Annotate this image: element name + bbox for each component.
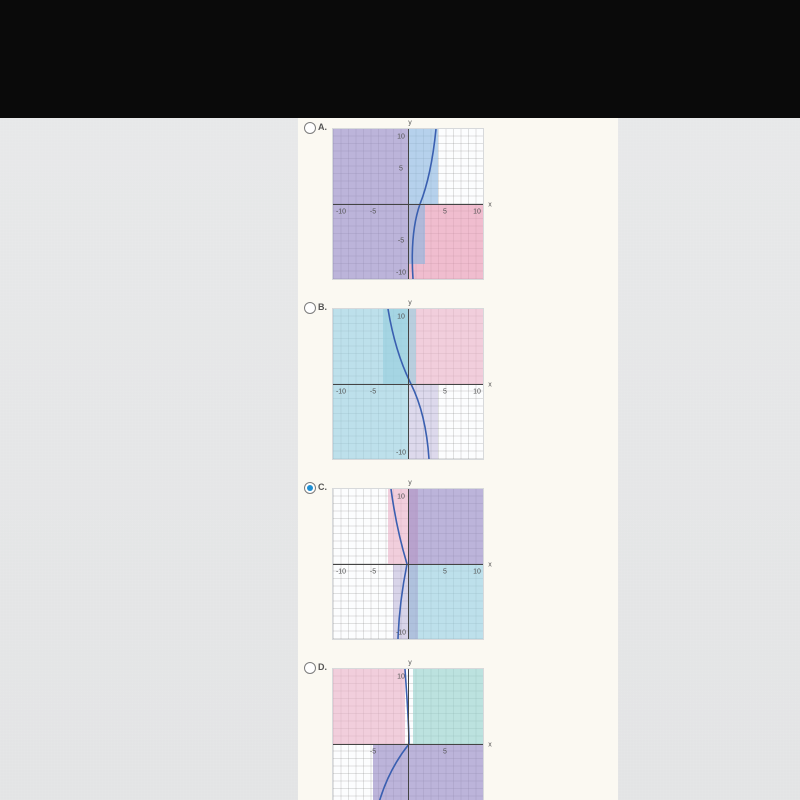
chart-c-xtick-2: 5 — [443, 569, 447, 576]
option-a-label: A. — [318, 123, 327, 132]
chart-d-xtick-1: -5 — [370, 749, 376, 756]
chart-a: -10 -5 5 10 10 5 -5 -10 y x — [332, 128, 484, 280]
option-d-label: D. — [318, 663, 327, 672]
chart-a-ylabel: y — [408, 120, 412, 127]
chart-c-axis-y — [408, 489, 409, 639]
chart-c: -10 -5 5 10 10 -10 y x — [332, 488, 484, 640]
chart-b-ylabel: y — [408, 300, 412, 307]
chart-c-ylabel: y — [408, 480, 412, 487]
chart-a-ytick-0: -10 — [396, 270, 406, 277]
chart-c-xlabel: x — [488, 562, 492, 569]
chart-b: -10 -5 5 10 10 -10 y x — [332, 308, 484, 460]
option-a[interactable]: A. -10 -5 5 10 — [298, 118, 618, 288]
chart-a-ytick-3: 10 — [397, 134, 405, 141]
screen: A. -10 -5 5 10 — [0, 0, 800, 800]
chart-b-xtick-1: -5 — [370, 389, 376, 396]
chart-b-axis-y — [408, 309, 409, 459]
chart-b-ytick-3: 10 — [397, 314, 405, 321]
chart-d-xlabel: x — [488, 742, 492, 749]
chart-c-ytick-3: 10 — [397, 494, 405, 501]
chart-a-xtick-1: -5 — [370, 209, 376, 216]
chart-a-ytick-2: 5 — [399, 166, 403, 173]
radio-d[interactable] — [304, 662, 316, 674]
chart-d: -5 5 10 y x — [332, 668, 484, 800]
chart-b-xtick-3: 10 — [473, 389, 481, 396]
option-c[interactable]: C. -10 -5 5 10 10 -10 y x — [298, 478, 618, 648]
chart-b-xtick-0: -10 — [336, 389, 346, 396]
top-black-bar — [0, 0, 800, 118]
chart-b-xlabel: x — [488, 382, 492, 389]
chart-a-xtick-0: -10 — [336, 209, 346, 216]
option-b[interactable]: B. -10 -5 5 10 10 -10 y x — [298, 298, 618, 468]
chart-d-axis-y — [408, 669, 409, 800]
chart-c-ytick-0: -10 — [396, 630, 406, 637]
chart-a-xtick-3: 10 — [473, 209, 481, 216]
chart-d-ytick-3: 10 — [397, 674, 405, 681]
chart-a-xlabel: x — [488, 202, 492, 209]
chart-c-xtick-1: -5 — [370, 569, 376, 576]
chart-d-xtick-2: 5 — [443, 749, 447, 756]
chart-c-xtick-3: 10 — [473, 569, 481, 576]
chart-a-xtick-2: 5 — [443, 209, 447, 216]
chart-b-xtick-2: 5 — [443, 389, 447, 396]
radio-c[interactable] — [304, 482, 316, 494]
question-panel: A. -10 -5 5 10 — [298, 118, 618, 800]
option-d[interactable]: D. -5 5 10 y x — [298, 658, 618, 800]
chart-d-ylabel: y — [408, 660, 412, 667]
radio-a[interactable] — [304, 122, 316, 134]
chart-a-ytick-1: -5 — [398, 238, 404, 245]
option-c-label: C. — [318, 483, 327, 492]
radio-b[interactable] — [304, 302, 316, 314]
chart-c-xtick-0: -10 — [336, 569, 346, 576]
chart-b-ytick-0: -10 — [396, 450, 406, 457]
option-b-label: B. — [318, 303, 327, 312]
chart-a-axis-y — [408, 129, 409, 279]
